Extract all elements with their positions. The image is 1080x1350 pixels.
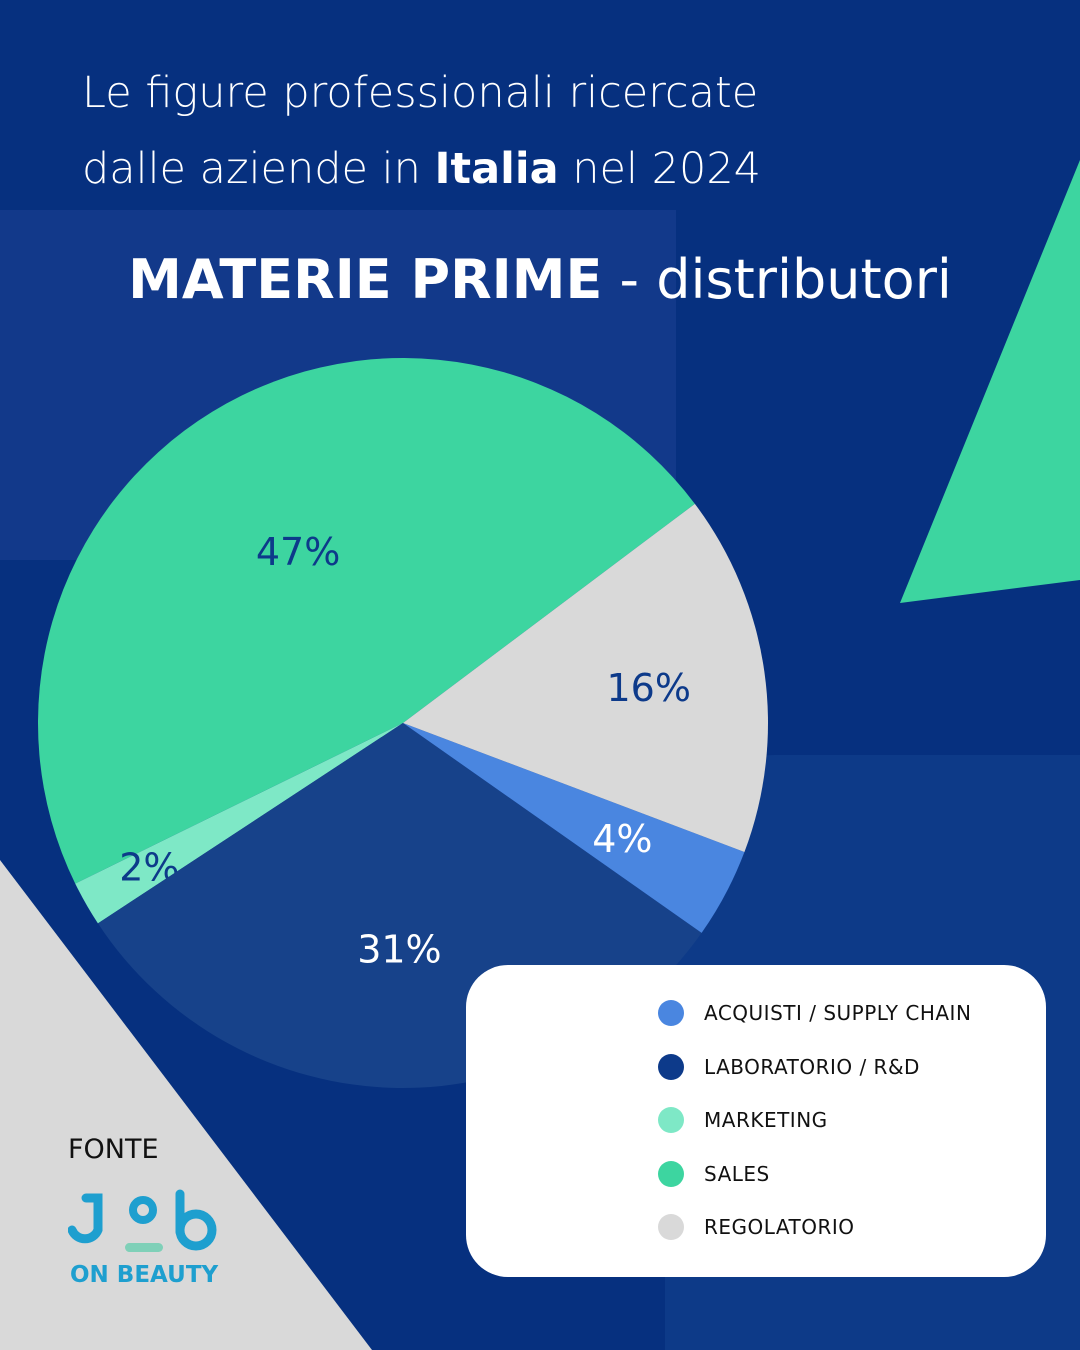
legend-label: ACQUISTI / SUPPLY CHAIN (704, 1001, 972, 1025)
title-post: nel 2024 (558, 144, 762, 194)
legend-label: MARKETING (704, 1108, 828, 1132)
legend-item: SALES (658, 1160, 770, 1187)
legend-item: ACQUISTI / SUPPLY CHAIN (658, 1000, 971, 1026)
legend-label: SALES (704, 1161, 770, 1186)
legend-swatch (658, 1053, 684, 1080)
chart-title-bold: MATERIE PRIME (128, 248, 603, 311)
legend-label: REGOLATORIO (704, 1215, 855, 1239)
source-label: FONTE (68, 1134, 159, 1165)
legend-swatch (658, 1160, 684, 1187)
legend-item: LABORATORIO / R&D (658, 1053, 920, 1080)
logo-subtitle: ON BEAUTY (70, 1262, 219, 1288)
pie-slice-acquisti-supply-chain (403, 723, 745, 933)
chart-title-rest: - distributori (602, 248, 952, 311)
pie-label: 47% (256, 530, 340, 574)
legend-swatch (658, 1107, 684, 1133)
legend-item: MARKETING (658, 1107, 828, 1133)
job-on-beauty-logo (68, 1189, 217, 1252)
legend-item: REGOLATORIO (658, 1214, 855, 1240)
title-pre: dalle aziende in (82, 144, 435, 194)
decor-triangle-green (900, 160, 1080, 603)
legend-swatch (658, 1000, 684, 1026)
legend-swatch (658, 1214, 684, 1240)
pie-slice-sales (37, 357, 695, 884)
decor-triangle-gray (0, 860, 372, 1350)
legend: ACQUISTI / SUPPLY CHAIN LABORATORIO / R&D… (466, 965, 1046, 1277)
pie-label: 31% (357, 927, 441, 971)
title-bold: Italia (434, 144, 559, 194)
page-title: Le figure professionali ricercate dalle … (82, 55, 761, 207)
pie-label: 4% (592, 817, 652, 861)
title-line2: dalle aziende in Italia nel 2024 (82, 131, 761, 207)
pie-slice-marketing (75, 723, 403, 924)
chart-title: MATERIE PRIME - distributori (0, 248, 1080, 311)
title-line1: Le figure professionali ricercate (82, 68, 759, 118)
pie-slice-regolatorio (403, 503, 768, 853)
pie-label: 16% (606, 666, 690, 710)
legend-label: LABORATORIO / R&D (704, 1054, 920, 1079)
